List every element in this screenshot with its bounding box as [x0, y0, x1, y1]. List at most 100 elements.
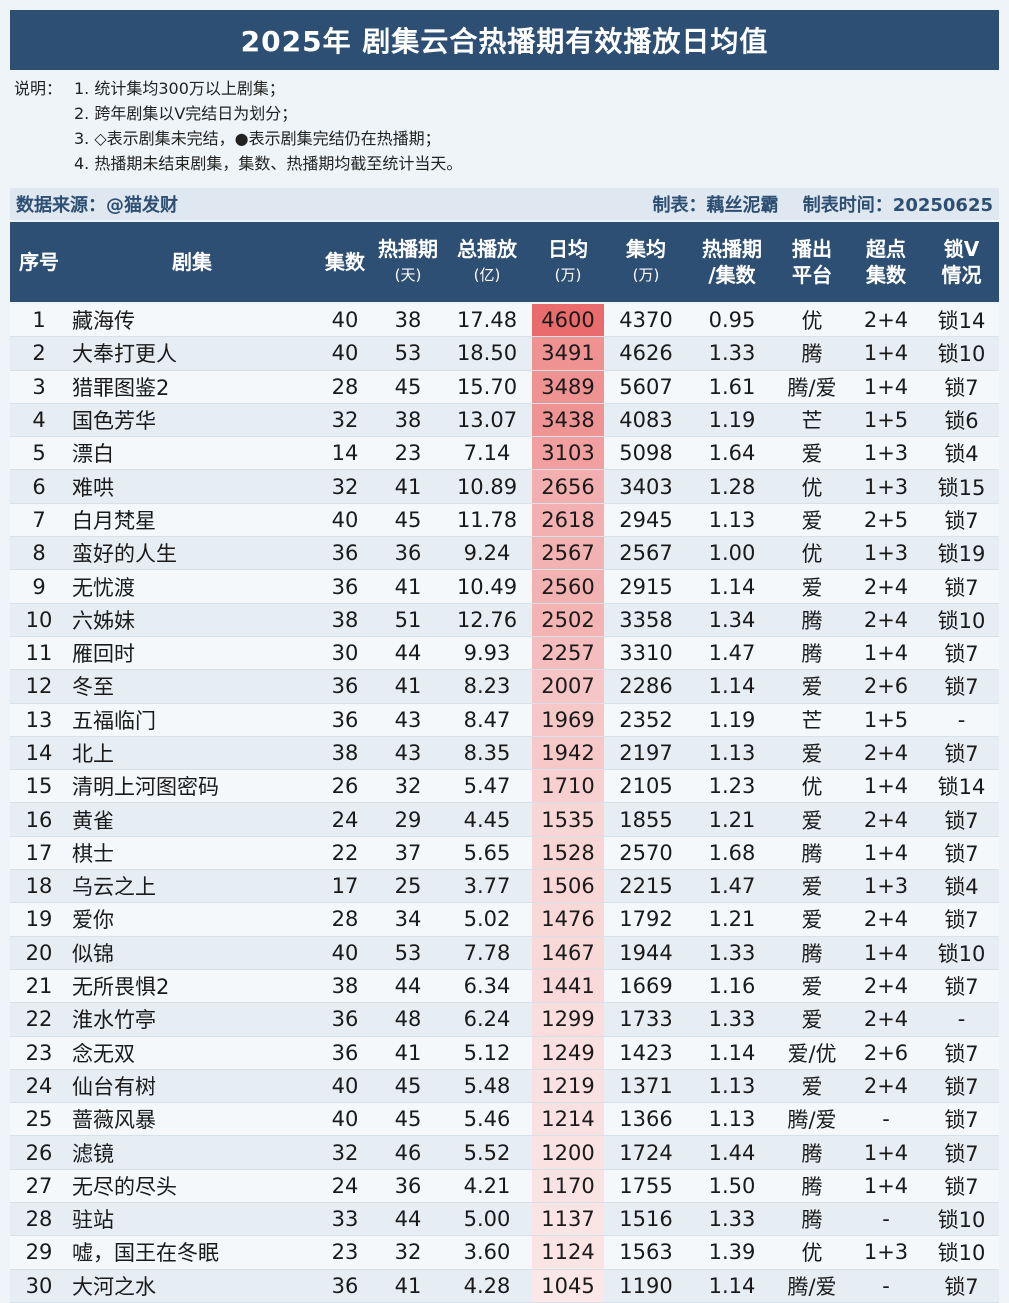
table-row: 2 大奉打更人 40 53 18.50 3491 4626 1.33 腾 1+4 锁10: [10, 337, 999, 371]
cell-platform: 爱: [801, 742, 823, 766]
cell-super: 2+4: [863, 1073, 909, 1098]
cell-super: 2+4: [863, 807, 909, 832]
cell-platform: 优: [801, 1241, 823, 1266]
cell-platform: 腾: [801, 1174, 823, 1199]
cell-lock: 锁10: [937, 1208, 986, 1233]
header-days: 热播期 (天): [378, 237, 438, 284]
cell-daily-avg: 1124: [532, 1236, 604, 1269]
cell-episodes: 40: [331, 1107, 359, 1132]
cell-lock: 锁7: [944, 841, 979, 866]
table-row: 28 驻站 33 44 5.00 1137 1516 1.33 腾 - 锁10: [10, 1203, 999, 1237]
cell-episodes: 22: [331, 840, 359, 865]
cell-lock: 锁10: [937, 608, 986, 633]
cell-super: 2+4: [863, 308, 909, 333]
table-row: 22 淮水竹亭 36 48 6.24 1299 1733 1.33 爱 2+4 -: [10, 1003, 999, 1037]
cell-lock: -: [957, 707, 966, 732]
cell-platform: 腾: [801, 841, 823, 866]
cell-lock: 锁4: [944, 875, 979, 900]
table-row: 9 无忧渡 36 41 10.49 2560 2915 1.14 爱 2+4 锁7: [10, 570, 999, 604]
cell-super: 2+4: [863, 741, 909, 765]
cell-lock: 锁7: [944, 508, 979, 533]
cell-days: 25: [394, 874, 422, 899]
cell-episodes: 38: [331, 974, 359, 999]
cell-days: 53: [394, 940, 422, 965]
header-lock: 锁V 情况: [941, 237, 982, 287]
table-row: 16 黄雀 24 29 4.45 1535 1855 1.21 爱 2+4 锁7: [10, 803, 999, 837]
cell-daily-avg: 2007: [532, 670, 604, 703]
cell-index: 16: [25, 807, 53, 832]
cell-platform: 优: [801, 542, 823, 567]
cell-total: 5.12: [463, 1040, 511, 1065]
cell-super: 2+6: [863, 1040, 909, 1065]
table-row: 25 蔷薇风暴 40 45 5.46 1214 1366 1.13 腾/爱 - 锁7: [10, 1103, 999, 1137]
cell-days: 41: [394, 574, 422, 599]
cell-ratio: 1.34: [708, 607, 756, 632]
cell-daily-avg: 1299: [532, 1003, 604, 1036]
cell-ratio: 1.13: [708, 1073, 756, 1098]
cell-super: 1+4: [863, 1173, 909, 1198]
cell-daily-avg: 1535: [532, 803, 604, 836]
cell-daily-avg: 1476: [532, 903, 604, 936]
cell-super: 2+4: [863, 974, 909, 999]
cell-episodes: 40: [331, 940, 359, 965]
cell-index: 17: [25, 840, 53, 865]
cell-episode-avg: 2915: [619, 574, 673, 599]
cell-days: 51: [394, 607, 422, 632]
cell-platform: 腾: [801, 608, 823, 633]
cell-name: 五福临门: [72, 708, 156, 733]
cell-platform: 爱: [801, 575, 823, 600]
cell-super: 1+5: [863, 408, 909, 433]
cell-ratio: 1.14: [708, 674, 756, 699]
cell-episode-avg: 2286: [619, 674, 673, 699]
cell-total: 5.47: [463, 774, 511, 799]
cell-index: 2: [32, 341, 46, 366]
cell-platform: 爱: [801, 975, 823, 1000]
cell-days: 23: [394, 441, 422, 466]
cell-episodes: 36: [331, 541, 359, 566]
cell-days: 41: [394, 1273, 422, 1298]
cell-episode-avg: 1516: [619, 1207, 673, 1232]
cell-index: 22: [25, 1007, 53, 1032]
cell-lock: 锁7: [944, 1274, 979, 1299]
cell-episode-avg: 2105: [619, 774, 673, 799]
table-row: 10 六姊妹 38 51 12.76 2502 3358 1.34 腾 2+4 锁10: [10, 603, 999, 637]
cell-index: 1: [32, 308, 46, 333]
cell-daily-avg: 1467: [532, 936, 604, 969]
cell-platform: 爱: [801, 1074, 823, 1099]
cell-lock: 锁6: [944, 409, 979, 434]
cell-ratio: 1.47: [708, 641, 756, 666]
cell-episodes: 40: [331, 507, 359, 532]
cell-ratio: 1.50: [708, 1173, 756, 1198]
cell-index: 8: [32, 541, 46, 566]
cell-name: 蛮好的人生: [72, 542, 177, 567]
cell-episode-avg: 3310: [619, 641, 673, 666]
cell-episodes: 14: [331, 441, 359, 466]
cell-total: 8.23: [463, 674, 511, 699]
cell-episodes: 36: [331, 574, 359, 599]
cell-total: 4.21: [463, 1173, 511, 1198]
cell-super: 1+4: [863, 940, 909, 965]
cell-super: 1+3: [863, 474, 909, 499]
cell-episode-avg: 1423: [619, 1040, 673, 1065]
cell-ratio: 1.39: [708, 1240, 756, 1265]
cell-lock: 锁10: [937, 1241, 986, 1266]
cell-ratio: 1.47: [708, 874, 756, 899]
cell-total: 9.24: [463, 541, 511, 566]
cell-name: 棋士: [72, 841, 114, 866]
table-row: 6 难哄 32 41 10.89 2656 3403 1.28 优 1+3 锁15: [10, 470, 999, 504]
notes-label: 说明：: [14, 79, 63, 98]
cell-days: 36: [394, 1173, 422, 1198]
cell-days: 38: [394, 408, 422, 433]
notes-block: 说明： 1. 统计集均300万以上剧集； 2. 跨年剧集以V完结日为划分； 3. …: [14, 76, 994, 176]
cell-super: 1+3: [863, 874, 909, 899]
cell-total: 8.35: [463, 741, 511, 765]
cell-name: 无所畏惧2: [72, 975, 170, 1000]
table-row: 29 嘘，国王在冬眠 23 32 3.60 1124 1563 1.39 优 1+3 锁10: [10, 1236, 999, 1270]
table-row: 30 大河之水 36 41 4.28 1045 1190 1.14 腾/爱 - 锁7: [10, 1269, 999, 1303]
cell-super: 1+4: [863, 341, 909, 366]
header-platform: 播出 平台: [792, 237, 832, 287]
cell-episodes: 40: [331, 341, 359, 366]
cell-index: 18: [25, 874, 53, 899]
cell-platform: 爱: [801, 675, 823, 700]
cell-total: 9.93: [463, 641, 511, 666]
